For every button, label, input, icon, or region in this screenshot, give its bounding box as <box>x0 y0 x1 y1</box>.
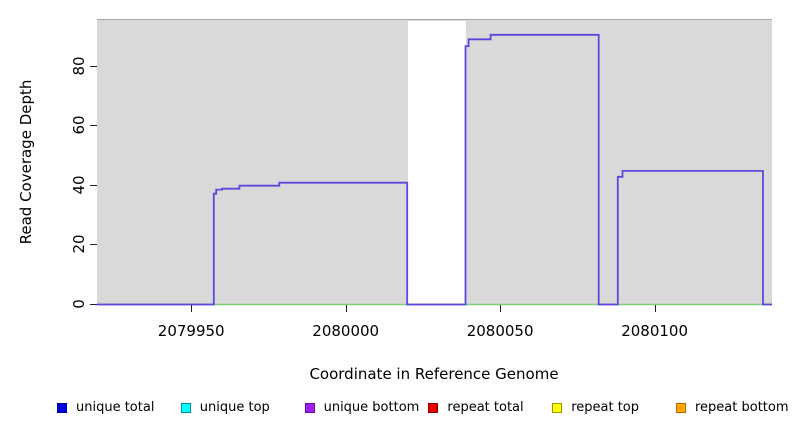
y-tick-label: 80 <box>70 56 88 76</box>
coverage-line-layer <box>97 33 772 306</box>
x-tick-mark <box>654 305 656 312</box>
x-tick-label: 2080000 <box>312 322 380 340</box>
y-tick-label: 60 <box>70 115 88 135</box>
plot-area <box>97 19 772 306</box>
legend-swatch-icon <box>57 403 67 413</box>
series-unique-coverage <box>97 33 772 306</box>
legend-label: unique total <box>76 400 155 415</box>
legend-label: repeat bottom <box>695 400 789 415</box>
y-tick-label: 20 <box>70 234 88 254</box>
y-tick-mark <box>90 65 97 67</box>
legend-swatch-icon <box>676 403 686 413</box>
x-tick-mark <box>191 305 193 312</box>
legend-label: repeat total <box>447 400 524 415</box>
x-axis-title: Coordinate in Reference Genome <box>309 365 559 383</box>
legend-swatch-icon <box>304 403 315 413</box>
y-tick-label: 0 <box>70 298 88 309</box>
y-axis-title: Read Coverage Depth <box>17 79 35 245</box>
legend-label: unique bottom <box>323 400 420 415</box>
x-tick-mark <box>345 305 347 312</box>
x-tick-label: 2080050 <box>466 322 534 340</box>
legend-swatch-icon <box>552 403 563 413</box>
y-tick-mark <box>90 125 97 127</box>
legend-label: unique top <box>199 400 270 415</box>
y-tick-mark <box>90 184 97 186</box>
y-tick-mark <box>90 244 97 246</box>
x-tick-label: 2080100 <box>621 322 688 340</box>
legend: unique total unique top unique bottom repea… <box>0 398 792 422</box>
legend-swatch-icon <box>180 403 191 413</box>
legend-swatch-icon <box>428 403 439 413</box>
no-data-gap-band <box>407 21 467 305</box>
y-tick-mark <box>90 303 97 305</box>
x-tick-mark <box>500 305 502 312</box>
x-tick-label: 2079950 <box>157 322 225 340</box>
y-tick-label: 40 <box>70 175 88 195</box>
legend-label: repeat top <box>571 400 639 415</box>
